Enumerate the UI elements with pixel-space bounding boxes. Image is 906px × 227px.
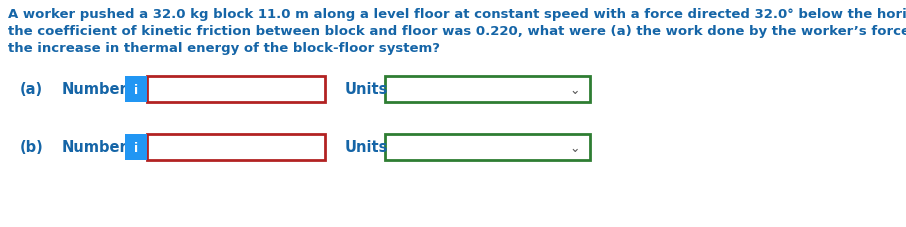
Text: (a): (a) [20, 82, 43, 97]
Text: i: i [134, 83, 138, 96]
Text: (b): (b) [20, 140, 43, 155]
FancyBboxPatch shape [125, 77, 147, 103]
FancyBboxPatch shape [385, 77, 590, 103]
Text: Number: Number [62, 82, 128, 97]
Text: the coefficient of kinetic friction between block and floor was 0.220, what were: the coefficient of kinetic friction betw… [8, 25, 906, 38]
Text: A worker pushed a 32.0 kg block 11.0 m along a level floor at constant speed wit: A worker pushed a 32.0 kg block 11.0 m a… [8, 8, 906, 21]
Text: the increase in thermal energy of the block-floor system?: the increase in thermal energy of the bl… [8, 42, 440, 55]
FancyBboxPatch shape [125, 134, 147, 160]
Text: ⌄: ⌄ [570, 141, 580, 154]
Text: Number: Number [62, 140, 128, 155]
FancyBboxPatch shape [147, 134, 325, 160]
Text: Units: Units [345, 140, 389, 155]
Text: Units: Units [345, 82, 389, 97]
Text: ⌄: ⌄ [570, 83, 580, 96]
Text: i: i [134, 141, 138, 154]
FancyBboxPatch shape [147, 77, 325, 103]
FancyBboxPatch shape [385, 134, 590, 160]
